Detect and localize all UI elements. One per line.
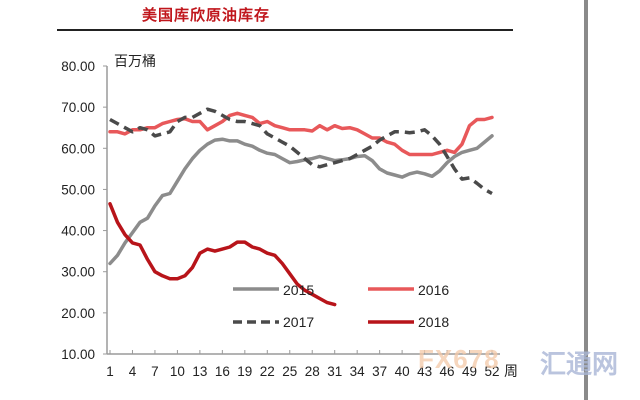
series-line-2015: [108, 134, 494, 266]
legend-item-2015: 2015: [233, 282, 314, 298]
y-tick-label: 60.00: [61, 141, 95, 156]
legend-label-2018: 2018: [418, 314, 449, 330]
x-tick-label: 46: [440, 364, 455, 379]
x-axis-ticks: 1 4 7 10 13 16 19 22 25 28 31 34 37 40 43 46 49 52: [106, 350, 500, 379]
legend-label-2015: 2015: [283, 282, 314, 298]
legend: 2015 2016 2017 2018: [233, 282, 449, 330]
watermark-logo: FX678: [418, 344, 500, 374]
x-tick-label: 25: [282, 364, 297, 379]
x-tick-label: 22: [260, 364, 275, 379]
y-tick-label: 40.00: [61, 224, 95, 239]
watermark-text: 汇通网: [540, 349, 619, 379]
series-line-2018: [108, 202, 337, 307]
page-edge-border: [584, 0, 588, 400]
x-tick-label: 28: [305, 364, 320, 379]
series-lines: [108, 107, 494, 307]
legend-item-2018: 2018: [368, 314, 449, 330]
y-axis-unit-label: 百万桶: [114, 54, 156, 70]
chart-title: 美国库欣原油库存: [142, 6, 271, 24]
y-tick-label: 10.00: [61, 347, 95, 362]
x-tick-label: 13: [192, 364, 207, 379]
x-tick-label: 7: [151, 364, 159, 379]
x-tick-label: 40: [395, 364, 410, 379]
x-tick-label: 52: [484, 364, 499, 379]
x-tick-label: 34: [350, 364, 366, 379]
x-tick-label: 37: [372, 364, 387, 379]
y-tick-label: 50.00: [61, 182, 95, 197]
legend-item-2017: 2017: [233, 314, 314, 330]
y-tick-label: 80.00: [61, 59, 95, 74]
x-tick-label: 16: [215, 364, 230, 379]
legend-label-2016: 2016: [418, 282, 449, 298]
x-axis-unit-label: 周: [504, 364, 518, 380]
x-tick-label: 43: [417, 364, 432, 379]
legend-label-2017: 2017: [283, 314, 314, 330]
x-tick-label: 19: [237, 364, 252, 379]
x-tick-label: 31: [327, 364, 342, 379]
y-tick-label: 20.00: [61, 306, 95, 321]
y-axis-ticks: 80.00 70.00 60.00 50.00 40.00 30.00 20.00 10.00: [61, 59, 107, 362]
x-tick-label: 4: [129, 364, 137, 379]
series-line-2016: [108, 111, 494, 157]
series-line-2017: [109, 107, 493, 196]
y-tick-label: 30.00: [61, 265, 95, 280]
x-tick-label: 49: [462, 364, 477, 379]
title-divider: [57, 29, 513, 31]
x-tick-label: 1: [106, 364, 114, 379]
x-tick-label: 10: [170, 364, 185, 379]
y-tick-label: 70.00: [61, 100, 95, 115]
legend-item-2016: 2016: [368, 282, 449, 298]
